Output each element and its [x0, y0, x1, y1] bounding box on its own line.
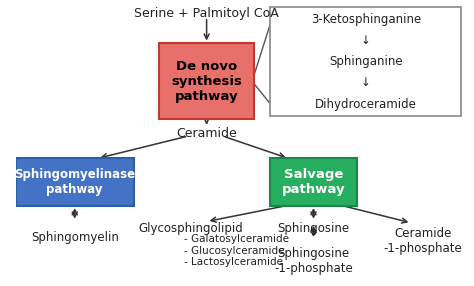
Text: Sphingomyelin: Sphingomyelin: [31, 231, 118, 244]
FancyBboxPatch shape: [16, 158, 134, 206]
Text: Sphingomyelinase
pathway: Sphingomyelinase pathway: [14, 168, 135, 196]
FancyBboxPatch shape: [159, 43, 255, 119]
FancyBboxPatch shape: [270, 158, 357, 206]
Text: Glycosphingolipid: Glycosphingolipid: [138, 222, 243, 235]
Text: Ceramide
-1-phosphate: Ceramide -1-phosphate: [383, 227, 462, 255]
Text: Ceramide: Ceramide: [176, 127, 237, 140]
Text: 3-Ketosphinganine: 3-Ketosphinganine: [310, 13, 421, 25]
Text: Salvage
pathway: Salvage pathway: [282, 168, 346, 196]
FancyBboxPatch shape: [270, 7, 461, 116]
Text: Dihydroceramide: Dihydroceramide: [315, 98, 417, 111]
Text: Sphinganine: Sphinganine: [329, 55, 402, 68]
Text: ↓: ↓: [361, 76, 371, 90]
Text: ↓: ↓: [361, 34, 371, 47]
Text: - Galatosylceramide
- Glucosylceramide
- Lactosylceramide: - Galatosylceramide - Glucosylceramide -…: [184, 234, 289, 267]
Text: De novo
synthesis
pathway: De novo synthesis pathway: [171, 60, 242, 103]
Text: Sphingosine
-1-phosphate: Sphingosine -1-phosphate: [274, 247, 353, 275]
Text: Sphingosine: Sphingosine: [277, 222, 349, 235]
Text: Serine + Palmitoyl CoA: Serine + Palmitoyl CoA: [134, 7, 279, 20]
